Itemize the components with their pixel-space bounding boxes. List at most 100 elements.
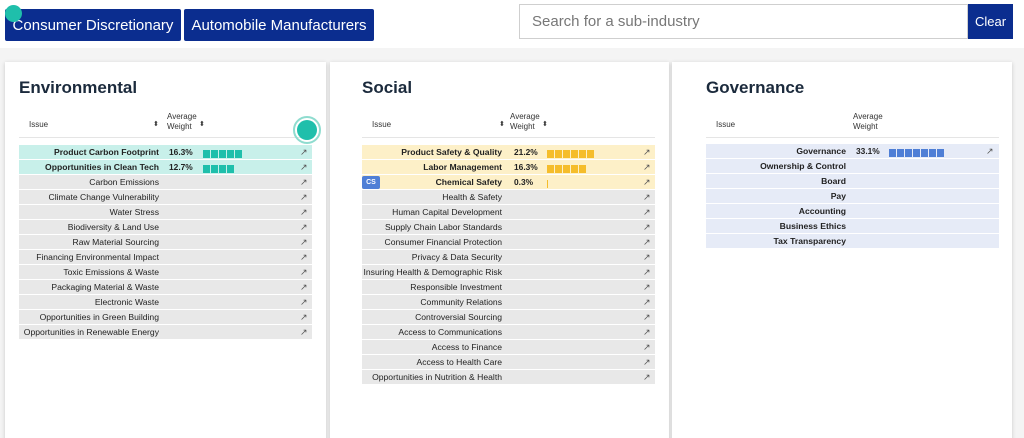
table-row[interactable]: Opportunities in Clean Tech 12.7% ↗ — [19, 160, 312, 175]
external-link-icon[interactable]: ↗ — [643, 282, 651, 292]
table-row[interactable]: Business Ethics — [706, 219, 999, 234]
weight-value: 12.7% — [169, 162, 193, 172]
issue-name: Opportunities in Renewable Energy — [23, 327, 159, 337]
table-row[interactable]: Ownership & Control — [706, 159, 999, 174]
issue-name: Opportunities in Nutrition & Health — [372, 372, 502, 382]
table-row[interactable]: Access to Finance ↗ — [362, 340, 655, 355]
table-row[interactable]: Packaging Material & Waste ↗ — [19, 280, 312, 295]
table-row[interactable]: Labor Management 16.3% ↗ — [362, 160, 655, 175]
cursor-dot-icon — [297, 120, 317, 140]
external-link-icon[interactable]: ↗ — [643, 342, 651, 352]
external-link-icon[interactable]: ↗ — [643, 222, 651, 232]
table-row[interactable]: CS Chemical Safety 0.3% ↗ — [362, 175, 655, 190]
clear-button[interactable]: Clear — [968, 4, 1013, 39]
external-link-icon[interactable]: ↗ — [643, 162, 651, 172]
table-row[interactable]: Community Relations ↗ — [362, 295, 655, 310]
table-row[interactable]: Access to Health Care ↗ — [362, 355, 655, 370]
external-link-icon[interactable]: ↗ — [643, 237, 651, 247]
external-link-icon[interactable]: ↗ — [643, 192, 651, 202]
issue-name: Financing Environmental Impact — [36, 252, 159, 262]
external-link-icon[interactable]: ↗ — [643, 312, 651, 322]
external-link-icon[interactable]: ↗ — [300, 297, 308, 307]
external-link-icon[interactable]: ↗ — [643, 327, 651, 337]
table-row[interactable]: Product Carbon Footprint 16.3% ↗ — [19, 145, 312, 160]
industry-button[interactable]: Automobile Manufacturers — [184, 9, 374, 41]
table-row[interactable]: Electronic Waste ↗ — [19, 295, 312, 310]
top-bar: Consumer Discretionary Automobile Manufa… — [0, 0, 1024, 48]
external-link-icon[interactable]: ↗ — [300, 237, 308, 247]
sub-industry-search-input[interactable] — [520, 5, 967, 38]
external-link-icon[interactable]: ↗ — [300, 192, 308, 202]
table-row[interactable]: Responsible Investment ↗ — [362, 280, 655, 295]
table-row[interactable]: Opportunities in Renewable Energy ↗ — [19, 325, 312, 340]
external-link-icon[interactable]: ↗ — [300, 222, 308, 232]
weight-bar — [547, 178, 548, 188]
table-row[interactable]: Pay — [706, 189, 999, 204]
table-row[interactable]: Climate Change Vulnerability ↗ — [19, 190, 312, 205]
issue-name: Water Stress — [109, 207, 159, 217]
table-row[interactable]: Access to Communications ↗ — [362, 325, 655, 340]
social-panel: Social Issue ⬍ Average Weight ⬍ Product S… — [330, 62, 669, 438]
weight-bar — [547, 148, 595, 158]
external-link-icon[interactable]: ↗ — [300, 282, 308, 292]
table-row[interactable]: Insuring Health & Demographic Risk ↗ — [362, 265, 655, 280]
table-row[interactable]: Water Stress ↗ — [19, 205, 312, 220]
external-link-icon[interactable]: ↗ — [986, 146, 994, 156]
table-row[interactable]: Financing Environmental Impact ↗ — [19, 250, 312, 265]
issue-name: Business Ethics — [779, 221, 846, 231]
issue-name: Opportunities in Green Building — [39, 312, 159, 322]
external-link-icon[interactable]: ↗ — [300, 162, 308, 172]
external-link-icon[interactable]: ↗ — [643, 207, 651, 217]
external-link-icon[interactable]: ↗ — [643, 267, 651, 277]
issue-name: Labor Management — [423, 162, 502, 172]
table-row[interactable]: Biodiversity & Land Use ↗ — [19, 220, 312, 235]
table-row[interactable]: Toxic Emissions & Waste ↗ — [19, 265, 312, 280]
external-link-icon[interactable]: ↗ — [300, 252, 308, 262]
table-row[interactable]: Board — [706, 174, 999, 189]
external-link-icon[interactable]: ↗ — [643, 147, 651, 157]
external-link-icon[interactable]: ↗ — [300, 327, 308, 337]
table-row[interactable]: Human Capital Development ↗ — [362, 205, 655, 220]
external-link-icon[interactable]: ↗ — [300, 147, 308, 157]
social-title: Social — [362, 78, 413, 97]
sort-weight-icon[interactable]: ⬍ — [542, 121, 548, 128]
external-link-icon[interactable]: ↗ — [643, 177, 651, 187]
social-column-header: Issue ⬍ Average Weight ⬍ — [362, 106, 655, 138]
external-link-icon[interactable]: ↗ — [300, 207, 308, 217]
issue-name: Insuring Health & Demographic Risk — [363, 267, 502, 277]
issue-name: Packaging Material & Waste — [51, 282, 159, 292]
external-link-icon[interactable]: ↗ — [643, 357, 651, 367]
table-row[interactable]: Controversial Sourcing ↗ — [362, 310, 655, 325]
sort-issue-icon[interactable]: ⬍ — [499, 121, 505, 128]
table-row[interactable]: Opportunities in Nutrition & Health ↗ — [362, 370, 655, 385]
table-row[interactable]: Carbon Emissions ↗ — [19, 175, 312, 190]
issue-name: Access to Health Care — [416, 357, 503, 367]
table-row[interactable]: Tax Transparency — [706, 234, 999, 249]
table-row[interactable]: Governance 33.1% ↗ — [706, 144, 999, 159]
external-link-icon[interactable]: ↗ — [643, 297, 651, 307]
table-row[interactable]: Product Safety & Quality 21.2% ↗ — [362, 145, 655, 160]
sort-weight-icon[interactable]: ⬍ — [199, 121, 205, 128]
external-link-icon[interactable]: ↗ — [643, 252, 651, 262]
sector-button[interactable]: Consumer Discretionary — [5, 9, 181, 41]
external-link-icon[interactable]: ↗ — [300, 267, 308, 277]
external-link-icon[interactable]: ↗ — [300, 177, 308, 187]
issue-name: Human Capital Development — [392, 207, 502, 217]
external-link-icon[interactable]: ↗ — [300, 312, 308, 322]
table-row[interactable]: Opportunities in Green Building ↗ — [19, 310, 312, 325]
sort-issue-icon[interactable]: ⬍ — [153, 121, 159, 128]
issue-name: Climate Change Vulnerability — [48, 192, 159, 202]
table-row[interactable]: Consumer Financial Protection ↗ — [362, 235, 655, 250]
weight-column-label: Average Weight — [167, 112, 197, 131]
issue-name: Access to Communications — [398, 327, 502, 337]
issue-name: Board — [821, 176, 846, 186]
table-row[interactable]: Accounting — [706, 204, 999, 219]
table-row[interactable]: Privacy & Data Security ↗ — [362, 250, 655, 265]
external-link-icon[interactable]: ↗ — [643, 372, 651, 382]
table-row[interactable]: Health & Safety ↗ — [362, 190, 655, 205]
table-row[interactable]: Raw Material Sourcing ↗ — [19, 235, 312, 250]
table-row[interactable]: Supply Chain Labor Standards ↗ — [362, 220, 655, 235]
cursor-dot-icon — [5, 5, 22, 22]
issue-name: Chemical Safety — [435, 177, 502, 187]
weight-value: 0.3% — [514, 177, 534, 187]
